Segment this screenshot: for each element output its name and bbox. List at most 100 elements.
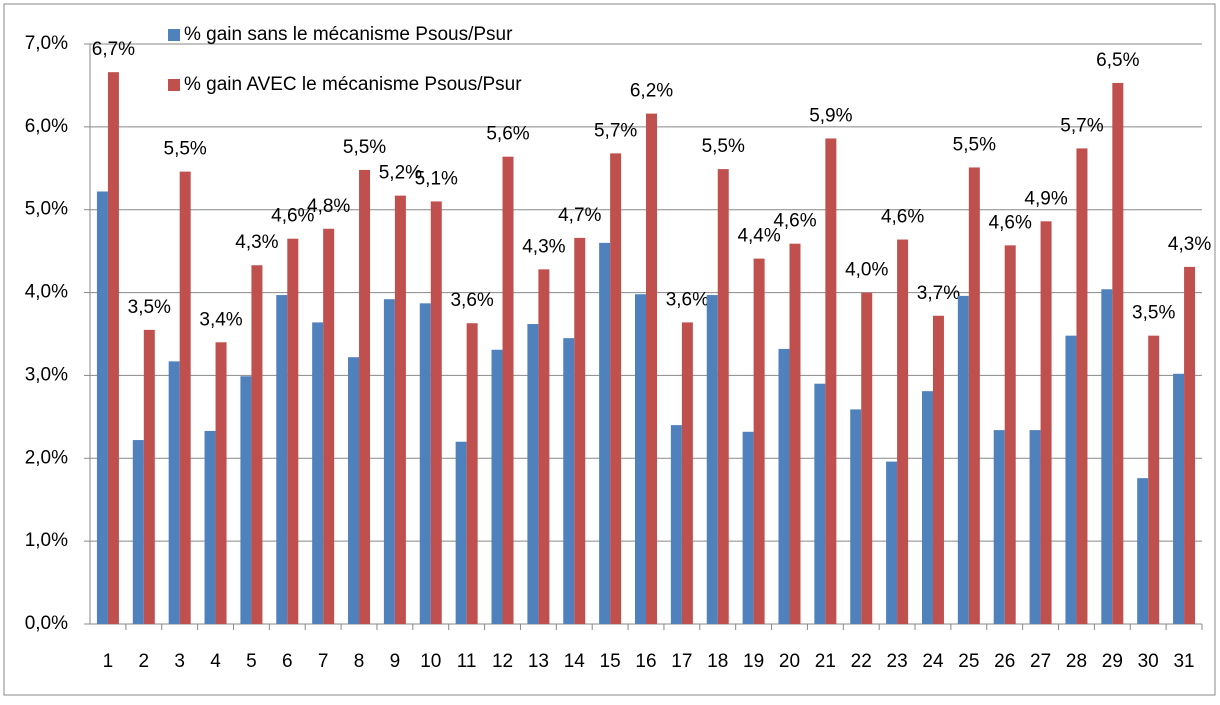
data-label: 4,6% (271, 206, 314, 227)
bar (394, 195, 406, 624)
bar (491, 349, 503, 624)
bar (897, 239, 909, 625)
data-label: 5,7% (1060, 115, 1103, 136)
data-label: 4,3% (1168, 234, 1211, 255)
x-tick-label: 15 (600, 651, 621, 672)
x-tick-label: 28 (1066, 651, 1087, 672)
x-tick-label: 12 (492, 651, 513, 672)
bar (348, 357, 360, 624)
data-label: 3,4% (199, 309, 242, 330)
data-label: 3,5% (128, 297, 171, 318)
x-tick-label: 10 (420, 651, 441, 672)
legend-swatch (168, 29, 180, 41)
x-tick-label: 6 (282, 651, 293, 672)
x-tick-label: 27 (1030, 651, 1051, 672)
x-tick-label: 3 (174, 651, 185, 672)
bar (932, 315, 944, 624)
bar (921, 391, 933, 624)
bar (1101, 289, 1113, 624)
bar (538, 269, 550, 624)
data-label: 4,7% (558, 205, 601, 226)
bar (753, 258, 765, 624)
bar (706, 295, 718, 624)
x-tick-label: 25 (958, 651, 979, 672)
bar (1076, 148, 1088, 624)
bar (670, 425, 682, 624)
data-label: 5,9% (809, 105, 852, 126)
x-tick-label: 8 (354, 651, 365, 672)
y-tick-label: 0,0% (25, 613, 68, 634)
bar (968, 167, 980, 624)
bar (179, 171, 191, 624)
x-tick-label: 24 (922, 651, 944, 672)
bar (957, 295, 969, 624)
x-tick-label: 2 (139, 651, 150, 672)
x-tick-label: 23 (887, 651, 908, 672)
x-tick-label: 20 (779, 651, 800, 672)
bar (96, 191, 108, 624)
y-tick-label: 1,0% (25, 530, 68, 551)
legend-label: % gain AVEC le mécanisme Psous/Psur (184, 74, 522, 95)
bar (168, 361, 180, 624)
x-tick-label: 19 (743, 651, 764, 672)
bar (240, 376, 252, 624)
x-tick-label: 13 (528, 651, 549, 672)
bar (419, 303, 431, 624)
y-tick-label: 2,0% (25, 447, 68, 468)
data-label: 5,5% (953, 134, 996, 155)
x-tick-label: 7 (318, 651, 329, 672)
bar (430, 201, 442, 624)
bar (646, 113, 657, 624)
bar (1029, 430, 1041, 624)
bar (323, 228, 335, 624)
x-tick-label: 16 (635, 651, 656, 672)
data-label: 5,1% (415, 168, 458, 189)
y-tick-label: 7,0% (25, 33, 68, 54)
x-tick-label: 30 (1138, 651, 1159, 672)
data-label: 4,0% (845, 260, 888, 281)
data-label: 5,7% (594, 120, 637, 141)
y-tick-label: 4,0% (25, 282, 68, 303)
x-tick-label: 1 (103, 651, 114, 672)
x-tick-label: 4 (210, 651, 221, 672)
bar (455, 441, 467, 624)
bar (778, 348, 790, 624)
bar (599, 242, 611, 624)
bar (814, 383, 826, 624)
x-tick-label: 14 (564, 651, 586, 672)
bar (502, 156, 514, 624)
bar (215, 342, 227, 624)
bar (1065, 335, 1077, 624)
bar (1004, 245, 1016, 625)
bar (1148, 335, 1160, 624)
data-label: 4,8% (307, 196, 350, 217)
bar (132, 440, 144, 624)
bar (359, 169, 371, 624)
bar (1137, 478, 1149, 624)
legend-label: % gain sans le mécanisme Psous/Psur (184, 24, 513, 45)
data-label: 3,7% (917, 283, 960, 304)
y-tick-label: 6,0% (25, 116, 68, 137)
bar (466, 323, 478, 624)
data-label: 3,5% (1132, 303, 1175, 324)
bar (789, 243, 801, 624)
data-label: 4,6% (989, 212, 1032, 233)
legend-swatch (168, 79, 180, 91)
bar (681, 322, 693, 624)
bar (717, 169, 729, 624)
x-tick-label: 11 (457, 651, 477, 672)
data-label: 4,3% (235, 232, 278, 253)
bar (276, 295, 288, 624)
data-label: 5,5% (702, 136, 745, 157)
bar (993, 430, 1005, 624)
data-label: 5,5% (164, 139, 207, 160)
bar (312, 322, 324, 624)
x-tick-label: 18 (707, 651, 728, 672)
bar (204, 430, 216, 624)
bar (527, 324, 539, 624)
y-tick-label: 3,0% (25, 364, 68, 385)
data-label: 3,6% (666, 289, 709, 310)
bar (251, 265, 263, 624)
x-tick-label: 21 (815, 651, 836, 672)
